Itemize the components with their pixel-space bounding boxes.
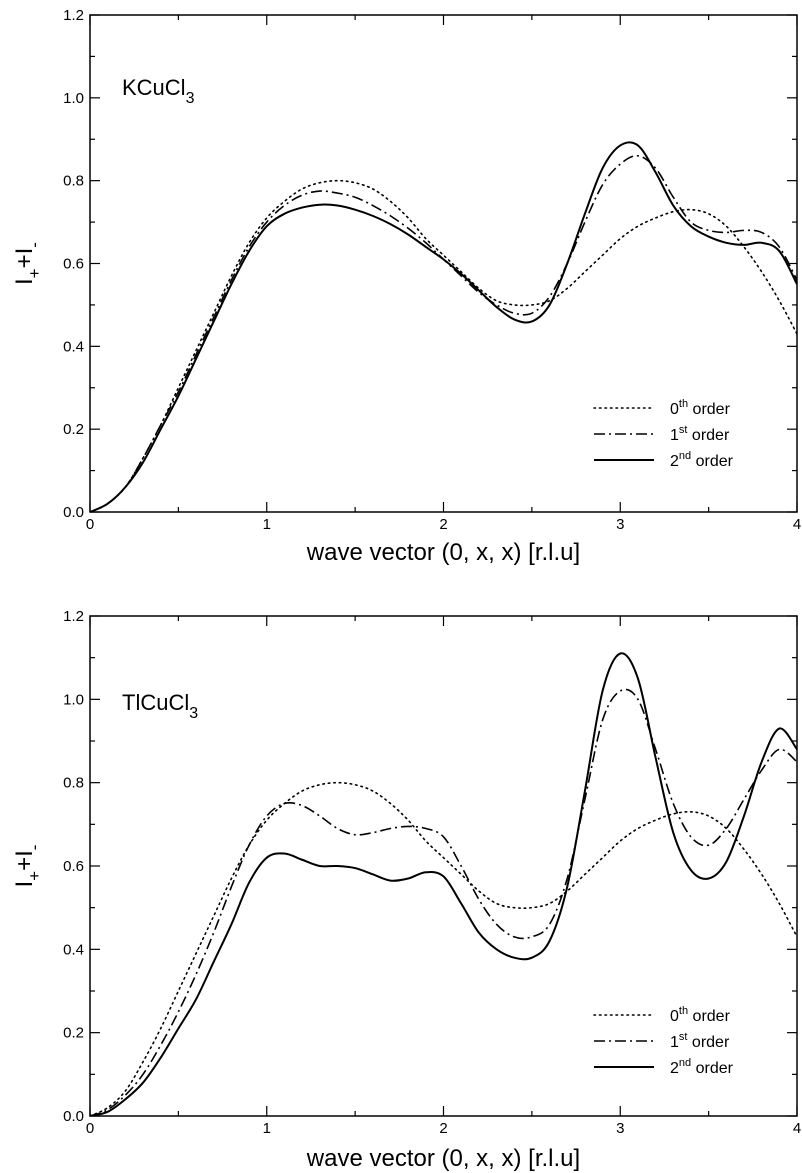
panel-label: KCuCl3: [122, 75, 195, 107]
x-tick-label: 3: [616, 516, 624, 533]
y-axis-title: I++I-: [11, 242, 44, 285]
y-tick-label: 0.0: [63, 504, 84, 521]
legend-entry: 2nd order: [670, 450, 734, 470]
y-tick-label: 0.4: [63, 941, 84, 958]
y-tick-label: 0.8: [63, 173, 84, 190]
plot-panel-1: 0 1 2 3 4 0.0 0.2 0.4 0.6 0.8 1.0 1.2 wave vector (0…: [11, 7, 801, 566]
series-line-dotted: [90, 781, 797, 1116]
series-line-solid: [90, 652, 797, 1116]
x-tick-label: 1: [263, 1120, 271, 1137]
series-line-dotted: [90, 179, 797, 512]
legend-entry: 1st order: [670, 1031, 730, 1051]
x-tick-label: 2: [439, 1120, 447, 1137]
y-tick-label: 0.4: [63, 338, 84, 355]
series-line-solid: [90, 141, 797, 512]
y-tick-label: 1.2: [63, 608, 84, 625]
panel-label: TlCuCl3: [122, 690, 198, 722]
legend-entry: 1st order: [670, 424, 730, 444]
x-tick-label: 3: [616, 1120, 624, 1137]
y-tick-label: 0.2: [63, 1025, 84, 1042]
y-tick-label: 0.2: [63, 421, 84, 438]
x-tick-label: 0: [86, 1120, 94, 1137]
legend-entry: 0th order: [670, 1005, 731, 1025]
y-tick-label: 0.8: [63, 775, 84, 792]
series-line-dashdot: [90, 688, 797, 1116]
legend-entry: 2nd order: [670, 1057, 734, 1077]
y-tick-label: 0.0: [63, 1108, 84, 1125]
plot-panel-2: 0 1 2 3 4 0.0 0.2 0.4 0.6 0.8 1.0 1.2 wave vector (0…: [11, 608, 801, 1172]
x-tick-label: 1: [263, 516, 271, 533]
x-tick-label: 2: [439, 516, 447, 533]
x-tick-label: 4: [793, 1120, 801, 1137]
x-axis-title: wave vector (0, x, x) [r.l.u]: [306, 539, 580, 566]
x-tick-label: 4: [793, 516, 801, 533]
x-tick-label: 0: [86, 516, 94, 533]
y-tick-label: 1.0: [63, 691, 84, 708]
y-tick-label: 0.6: [63, 858, 84, 875]
x-axis-title: wave vector (0, x, x) [r.l.u]: [306, 1145, 580, 1172]
legend-entry: 0th order: [670, 398, 731, 418]
y-tick-label: 1.0: [63, 90, 84, 107]
y-tick-label: 1.2: [63, 7, 84, 24]
y-tick-label: 0.6: [63, 256, 84, 273]
y-axis-title: I++I-: [11, 845, 44, 888]
